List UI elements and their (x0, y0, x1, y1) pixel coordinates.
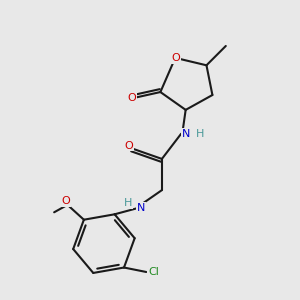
Text: H: H (195, 129, 204, 139)
Text: Cl: Cl (148, 267, 159, 277)
Text: O: O (62, 196, 70, 206)
Text: H: H (124, 199, 132, 208)
Text: O: O (125, 140, 134, 151)
Text: O: O (128, 93, 136, 103)
Text: O: O (171, 53, 180, 63)
Text: N: N (182, 129, 191, 139)
Text: N: N (137, 203, 145, 213)
